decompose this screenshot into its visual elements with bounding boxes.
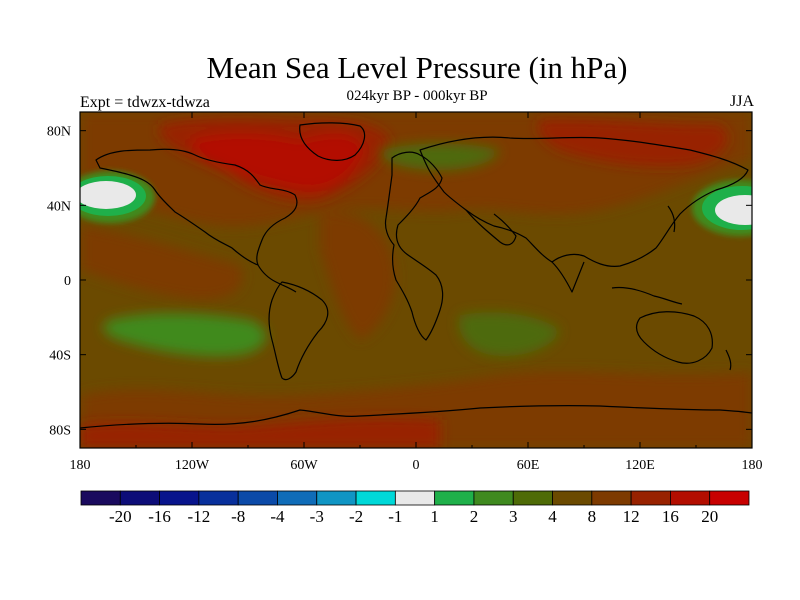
- axis-tick-labels: 180 120W 60W 0 60E 120E 180 80N 40N 0 40S 80S: [47, 125, 763, 473]
- colorbar-label: 12: [623, 507, 640, 526]
- lon-tick-label: 60E: [517, 458, 540, 473]
- coast-north-america: [95, 148, 298, 266]
- colorbar-swatch: [198, 490, 239, 506]
- season-label: JJA: [729, 93, 754, 110]
- experiment-label: Expt = tdwzx-tdwza: [80, 94, 210, 111]
- colorbar-label: -12: [188, 507, 211, 526]
- coast-antarctica: [80, 405, 752, 429]
- colorbar-swatch: [80, 490, 121, 506]
- colorbar-swatch: [434, 490, 475, 506]
- colorbar: [80, 490, 750, 506]
- field-high-greenland-core: [190, 133, 365, 191]
- coast-asia: [419, 136, 749, 267]
- colorbar-swatch: [591, 490, 632, 506]
- map-subtitle: 024kyr BP - 000kyr BP: [346, 88, 488, 104]
- field-band-tropics: [80, 225, 243, 300]
- field-low-south-pacific: [103, 313, 267, 357]
- colorbar-swatch: [316, 490, 357, 506]
- lon-tick-label: 120E: [625, 458, 655, 473]
- lon-tick-label: 120W: [175, 458, 210, 473]
- colorbar-label: 1: [430, 507, 439, 526]
- colorbar-label: -16: [148, 507, 171, 526]
- colorbar-label: -8: [231, 507, 245, 526]
- coast-japan: [667, 205, 676, 233]
- axis-ticks: [79, 112, 753, 448]
- coast-central-america: [257, 264, 297, 293]
- field-low-north-pacific-east: [80, 171, 155, 223]
- colorbar-swatch: [355, 490, 396, 506]
- coast-indonesia: [611, 286, 683, 305]
- coast-india: [551, 261, 585, 293]
- coast-australia: [635, 311, 713, 364]
- colorbar-swatch: [512, 490, 553, 506]
- colorbar-label: 2: [470, 507, 479, 526]
- colorbar-label: -1: [388, 507, 402, 526]
- colorbar-label: 3: [509, 507, 518, 526]
- pressure-field: [80, 112, 752, 448]
- lat-tick-label: 40S: [49, 349, 71, 364]
- field-high-southern: [80, 417, 440, 448]
- lat-tick-label: 0: [64, 274, 71, 289]
- lat-tick-label: 80S: [49, 423, 71, 438]
- colorbar-label: 8: [588, 507, 597, 526]
- colorbar-swatch: [552, 490, 593, 506]
- colorbar-label: 16: [662, 507, 679, 526]
- colorbar-swatch: [277, 490, 318, 506]
- lon-tick-label: 60W: [290, 458, 318, 473]
- coast-greenland: [299, 122, 366, 161]
- colorbar-swatch: [237, 490, 278, 506]
- colorbar-swatch: [670, 490, 711, 506]
- map-title: Mean Sea Level Pressure (in hPa): [206, 50, 628, 85]
- field-band-atlantic: [320, 212, 396, 340]
- colorbar-swatch: [473, 490, 514, 506]
- lat-tick-label: 80N: [47, 125, 71, 140]
- colorbar-label: -3: [310, 507, 324, 526]
- colorbar-labels: -20 -16 -12 -8 -4 -3 -2 -1 1 2 3 4 8 12 16 20: [109, 507, 718, 526]
- colorbar-label: -2: [349, 507, 363, 526]
- lon-tick-label: 180: [70, 458, 91, 473]
- colorbar-swatch: [709, 490, 750, 506]
- coast-arabia: [465, 209, 517, 246]
- field-low-north-pacific-west: [692, 180, 752, 236]
- coast-new-zealand: [725, 349, 732, 371]
- lat-tick-label: 40N: [47, 199, 71, 214]
- coast-europe-africa: [384, 151, 444, 341]
- colorbar-swatch: [159, 490, 200, 506]
- lon-tick-label: 180: [742, 458, 763, 473]
- colorbar-label: -20: [109, 507, 132, 526]
- coastlines: [80, 122, 752, 429]
- field-high-siberia: [538, 119, 729, 167]
- colorbar-swatch: [630, 490, 671, 506]
- coast-south-america: [268, 281, 329, 381]
- colorbar-label: 20: [701, 507, 718, 526]
- colorbar-label: 4: [548, 507, 557, 526]
- field-low-south-atlantic: [458, 312, 560, 357]
- colorbar-swatch: [119, 490, 160, 506]
- colorbar-label: -4: [270, 507, 285, 526]
- colorbar-swatch: [394, 490, 436, 506]
- lon-tick-label: 0: [413, 458, 420, 473]
- field-low-north-atlantic: [380, 143, 500, 171]
